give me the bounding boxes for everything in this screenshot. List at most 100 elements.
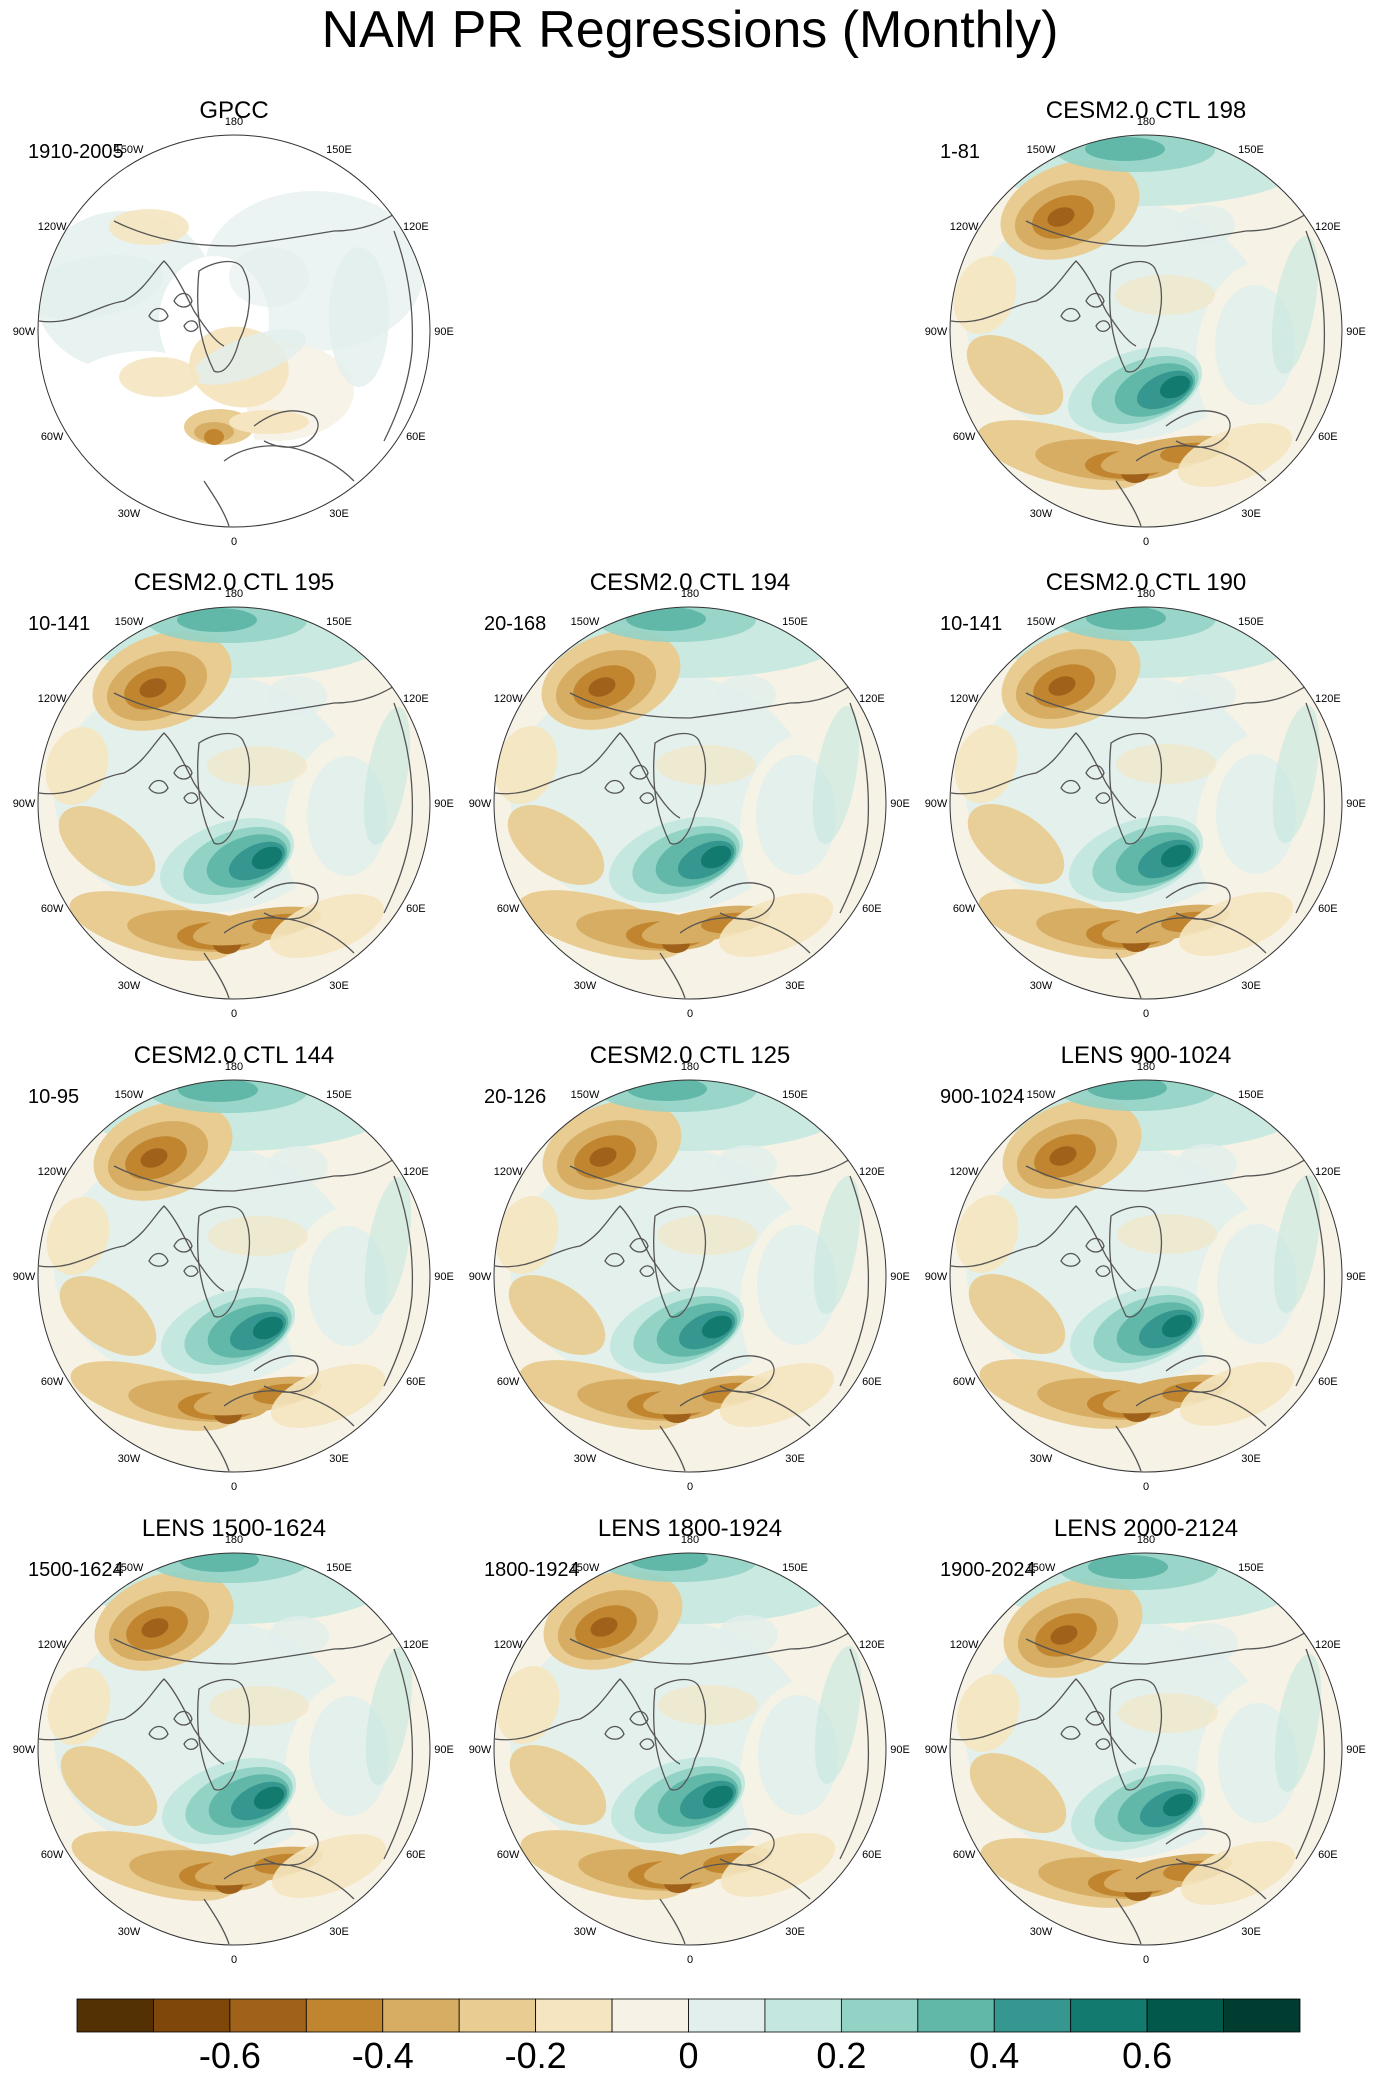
colorbar-tick-label: 0.2 [816, 2035, 866, 2076]
colorbar-swatch [305, 1998, 384, 2033]
map-boundary [493, 1552, 887, 1946]
longitude-tick-label: 180 [225, 588, 243, 600]
longitude-labels: 180 150E 120E 90E 60E 30E 0 30W 60W 90W 120W 150W [925, 116, 1366, 548]
longitude-tick-label: 60E [406, 1849, 426, 1861]
longitude-labels: 180 150E 120E 90E 60E 30E 0 30W 60W 90W 120W 150W [13, 1061, 454, 1493]
longitude-tick-label: 180 [225, 1061, 243, 1073]
longitude-tick-label: 60E [406, 431, 426, 443]
longitude-tick-label: 0 [1143, 1481, 1149, 1493]
panel-title: CESM2.0 CTL 198 [1046, 97, 1247, 124]
longitude-tick-label: 180 [225, 1534, 243, 1546]
panel-period-label: 20-168 [484, 613, 546, 635]
map-panel: CESM2.0 CTL 144 10-95 180 150E 120E 90E 60E 30E… [13, 1042, 454, 1493]
map-panel: LENS 2000-2124 1900-2024 180 150E 120E 90E 60E… [925, 1515, 1366, 1966]
colorbar-tick-label: 0.4 [969, 2035, 1019, 2076]
map-field [950, 1553, 1342, 1945]
panel-title: LENS 1500-1624 [142, 1515, 326, 1542]
longitude-tick-label: 60W [41, 903, 64, 915]
longitude-tick-label: 30W [574, 1453, 597, 1465]
colorbar-swatch [688, 1998, 766, 2033]
longitude-tick-label: 30W [1030, 1453, 1053, 1465]
longitude-tick-label: 90W [925, 1744, 948, 1756]
longitude-tick-label: 60W [497, 903, 520, 915]
panel-period-label: 10-141 [28, 613, 90, 635]
map-field [38, 1080, 430, 1472]
longitude-tick-label: 180 [225, 116, 243, 128]
longitude-tick-label: 150E [1238, 1562, 1264, 1574]
longitude-tick-label: 120W [38, 693, 67, 705]
panel-period-label: 1910-2005 [28, 141, 124, 163]
longitude-tick-label: 150W [571, 1089, 600, 1101]
map-panel: CESM2.0 CTL 190 10-141 180 150E 120E 90E 60E 30… [925, 569, 1366, 1020]
coastlines [38, 1628, 414, 1945]
longitude-tick-label: 30W [118, 1453, 141, 1465]
longitude-tick-label: 120W [950, 221, 979, 233]
panel-title: LENS 2000-2124 [1054, 1515, 1238, 1542]
main-title: NAM PR Regressions (Monthly) [321, 1, 1059, 59]
longitude-tick-label: 30W [574, 980, 597, 992]
longitude-tick-label: 90W [469, 1744, 492, 1756]
longitude-tick-label: 150W [115, 616, 144, 628]
longitude-tick-label: 90W [469, 798, 492, 810]
longitude-tick-label: 150E [326, 1562, 352, 1574]
longitude-tick-label: 90E [890, 798, 910, 810]
map-field [950, 135, 1342, 527]
longitude-tick-label: 150E [326, 1089, 352, 1101]
longitude-tick-label: 120E [403, 221, 429, 233]
colorbar-tick-label: -0.2 [505, 2035, 567, 2076]
coastlines [950, 210, 1326, 527]
longitude-tick-label: 60E [406, 903, 426, 915]
longitude-tick-label: 30W [1030, 508, 1053, 520]
map-field [494, 607, 886, 999]
longitude-tick-label: 30E [329, 1453, 349, 1465]
longitude-tick-label: 150E [326, 616, 352, 628]
coastlines [494, 682, 870, 999]
longitude-tick-label: 180 [681, 588, 699, 600]
panel-period-label: 1800-1924 [484, 1559, 580, 1581]
longitude-tick-label: 30E [1241, 1926, 1261, 1938]
longitude-tick-label: 180 [1137, 116, 1155, 128]
longitude-tick-label: 120E [859, 1166, 885, 1178]
colorbar-swatch [993, 1998, 1072, 2033]
colorbar-swatch [917, 1998, 995, 2033]
panel-title: CESM2.0 CTL 125 [590, 1042, 791, 1069]
longitude-tick-label: 90E [890, 1271, 910, 1283]
map-panel: CESM2.0 CTL 198 1-81 180 150E 120E 90E 60E 30E 0… [925, 97, 1366, 548]
longitude-tick-label: 90E [434, 1271, 454, 1283]
longitude-tick-label: 60E [1318, 1376, 1338, 1388]
longitude-tick-label: 150W [571, 616, 600, 628]
panel-title: LENS 1800-1924 [598, 1515, 782, 1542]
longitude-tick-label: 120E [403, 693, 429, 705]
panel-period-label: 1-81 [940, 141, 980, 163]
coastlines [38, 1155, 414, 1472]
map-field [38, 1553, 430, 1945]
panel-period-label: 10-141 [940, 613, 1002, 635]
colorbar-swatch [153, 1998, 231, 2033]
longitude-tick-label: 90W [13, 326, 36, 338]
longitude-tick-label: 180 [681, 1061, 699, 1073]
longitude-tick-label: 150W [1027, 144, 1056, 156]
longitude-tick-label: 90W [925, 326, 948, 338]
longitude-tick-label: 120W [494, 1639, 523, 1651]
longitude-tick-label: 150E [326, 144, 352, 156]
panel-title: CESM2.0 CTL 195 [134, 569, 335, 596]
longitude-labels: 180 150E 120E 90E 60E 30E 0 30W 60W 90W 120W 150W [469, 588, 910, 1020]
panel-period-label: 1500-1624 [28, 1559, 124, 1581]
longitude-tick-label: 180 [681, 1534, 699, 1546]
map-boundary [949, 1552, 1343, 1946]
longitude-tick-label: 60E [862, 1376, 882, 1388]
longitude-tick-label: 150W [1027, 1562, 1056, 1574]
panel-period-label: 20-126 [484, 1086, 546, 1108]
longitude-tick-label: 60W [41, 1849, 64, 1861]
longitude-tick-label: 120E [1315, 221, 1341, 233]
longitude-tick-label: 30W [118, 1926, 141, 1938]
map-boundary [949, 606, 1343, 1000]
longitude-tick-label: 120W [38, 1639, 67, 1651]
longitude-tick-label: 60W [41, 1376, 64, 1388]
longitude-tick-label: 90W [13, 1744, 36, 1756]
longitude-tick-label: 120E [403, 1166, 429, 1178]
longitude-tick-label: 150E [782, 1562, 808, 1574]
colorbar-swatch [1070, 1998, 1148, 2033]
longitude-tick-label: 90E [1346, 326, 1366, 338]
longitude-tick-label: 0 [231, 1481, 237, 1493]
